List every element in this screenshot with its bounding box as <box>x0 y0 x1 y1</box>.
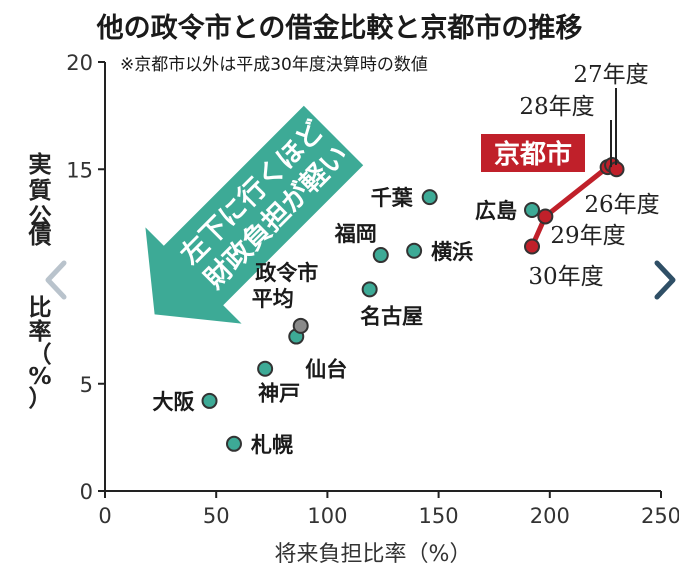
y-axis-label: 実 <box>29 151 52 178</box>
data-point <box>361 281 378 298</box>
y-tick-label: 15 <box>66 158 93 182</box>
chart-title: 他の政令市との借金比較と京都市の推移 <box>96 13 583 44</box>
x-axis-label: 将来負担比率（%） <box>275 542 472 567</box>
x-tick-label: 0 <box>98 504 111 528</box>
y-axis-label: 債 <box>28 223 52 249</box>
y-axis-label: 比 <box>29 295 52 321</box>
kyoto-year-label: 28年度 <box>519 94 594 120</box>
y-axis-label: 質 <box>29 178 52 204</box>
average-label: 政令市 <box>255 261 318 285</box>
point-label: 広島 <box>475 199 517 223</box>
y-tick-label: 0 <box>80 480 93 504</box>
data-point <box>372 247 389 264</box>
kyoto-badge <box>481 134 585 172</box>
point-label: 福岡 <box>334 222 377 246</box>
y-axis-label: 公 <box>29 204 52 230</box>
kyoto-year-label: 27年度 <box>573 62 648 88</box>
point-label: 横浜 <box>431 240 473 264</box>
y-axis-label: 率 <box>29 318 52 345</box>
point-label: 千葉 <box>371 186 414 210</box>
kyoto-year-label: 26年度 <box>584 192 659 218</box>
kyoto-point <box>524 238 541 255</box>
data-point <box>421 189 438 206</box>
point-label: 札幌 <box>250 433 293 457</box>
x-tick-label: 100 <box>307 504 347 528</box>
chart-note: ※京都市以外は平成30年度決算時の数値 <box>120 55 428 75</box>
y-axis-label: （ <box>29 341 52 368</box>
data-point <box>201 392 218 409</box>
y-axis-label: ） <box>29 385 52 412</box>
data-point <box>257 360 274 377</box>
data-point <box>524 202 541 219</box>
average-point <box>292 317 309 334</box>
average-label: 平均 <box>252 287 294 311</box>
chevron-right-icon[interactable] <box>645 255 679 305</box>
x-tick-label: 50 <box>203 504 230 528</box>
point-label: 神戸 <box>258 382 300 406</box>
chevron-left-icon[interactable] <box>38 255 78 305</box>
data-point <box>225 435 242 452</box>
data-point <box>406 242 423 259</box>
point-label: 仙台 <box>305 358 347 382</box>
kyoto-point <box>537 208 554 225</box>
y-tick-label: 5 <box>80 373 93 397</box>
arrow-shape <box>145 105 364 324</box>
x-tick-label: 250 <box>641 504 679 528</box>
kyoto-year-label: 30年度 <box>528 264 603 290</box>
point-label: 大阪 <box>153 390 196 414</box>
y-axis-label: % <box>28 364 51 390</box>
kyoto-badge-label: 京都市 <box>494 139 572 170</box>
x-tick-label: 200 <box>530 504 570 528</box>
point-label: 名古屋 <box>360 304 423 328</box>
x-tick-label: 150 <box>419 504 459 528</box>
y-tick-label: 20 <box>66 51 93 75</box>
kyoto-year-label: 29年度 <box>550 223 625 249</box>
